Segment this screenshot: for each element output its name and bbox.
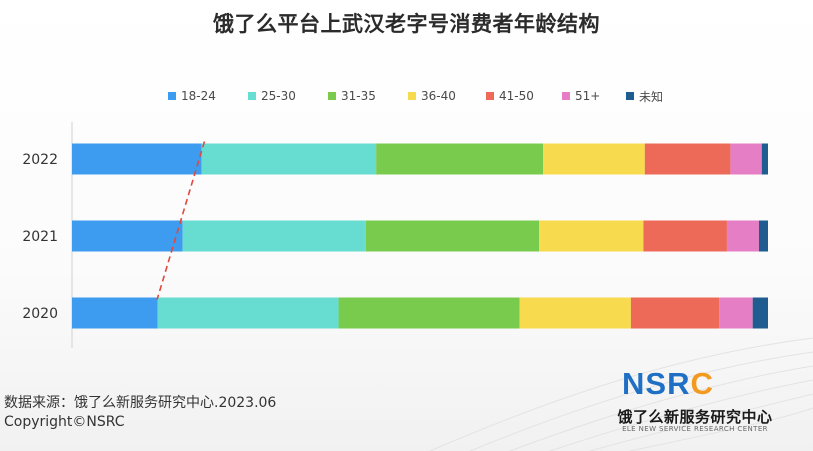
bar-segment-2022-41-50 xyxy=(644,143,731,175)
logo-chinese-name: 饿了么新服务研究中心 xyxy=(617,408,773,426)
legend-swatch xyxy=(248,92,256,100)
bar-segment-2021-25-30 xyxy=(182,220,366,252)
legend-swatch xyxy=(408,92,416,100)
logo-letter-s: S xyxy=(645,366,668,401)
bar-segment-2021-36-40 xyxy=(539,220,644,252)
bar-segment-2020-25-30 xyxy=(157,297,339,329)
y-tick-label-2020: 2020 xyxy=(22,306,58,322)
bar-segment-2022-25-30 xyxy=(201,143,377,175)
bar-segment-2021-51-plus xyxy=(726,220,759,252)
bar-segment-2020-31-35 xyxy=(338,297,520,329)
bar-segment-2022-31-35 xyxy=(376,143,544,175)
legend-label: 25-30 xyxy=(261,89,296,103)
legend-label: 36-40 xyxy=(421,89,456,103)
nsrc-logo-mark: NSRC xyxy=(622,366,714,402)
trend-line-18-24 xyxy=(156,141,206,300)
logo-letter-n: N xyxy=(622,366,646,401)
logo-letter-c: C xyxy=(690,366,714,401)
legend-label: 41-50 xyxy=(499,89,534,103)
y-tick-label-2022: 2022 xyxy=(22,152,58,168)
bar-segment-2021-未知 xyxy=(758,220,768,252)
legend-swatch xyxy=(168,92,176,100)
bar-segment-2021-41-50 xyxy=(643,220,727,252)
legend-item-36-40: 36-40 xyxy=(408,87,456,105)
logo-english-name: ELE NEW SERVICE RESEARCH CENTER xyxy=(622,425,768,433)
legend-label: 51+ xyxy=(575,89,601,103)
bar-segment-2022-36-40 xyxy=(543,143,645,175)
legend-label: 31-35 xyxy=(341,89,376,103)
bar-segment-2022-51-plus xyxy=(730,143,762,175)
legend-item-18-24: 18-24 xyxy=(168,87,216,105)
y-tick-label-2021: 2021 xyxy=(22,229,58,245)
legend-swatch xyxy=(562,92,570,100)
legend-item-31-35: 31-35 xyxy=(328,87,376,105)
logo-letter-r: R xyxy=(667,366,691,401)
legend-swatch xyxy=(328,92,336,100)
nsrc-logo: NSRC 饿了么新服务研究中心 ELE NEW SERVICE RESEARCH… xyxy=(600,366,790,438)
bar-segment-2020-36-40 xyxy=(519,297,631,329)
chart-title: 饿了么平台上武汉老字号消费者年龄结构 xyxy=(213,12,600,36)
legend-swatch xyxy=(626,92,634,100)
bar-segment-2021-31-35 xyxy=(365,220,540,252)
legend-swatch xyxy=(486,92,494,100)
data-source-note: 数据来源：饿了么新服务研究中心.2023.06 xyxy=(4,395,277,411)
legend-item-unknown: 未知 xyxy=(626,87,663,105)
bar-segment-2021-18-24 xyxy=(72,220,183,252)
bar-segment-2022-18-24 xyxy=(72,143,202,175)
bar-segment-2022-未知 xyxy=(761,143,768,175)
chart-legend: 18-24 25-30 31-35 36-40 41-50 51+ 未知 xyxy=(168,87,768,105)
copyright-note: Copyright©NSRC xyxy=(4,414,125,430)
legend-item-41-50: 41-50 xyxy=(486,87,534,105)
legend-item-51-plus: 51+ xyxy=(562,87,600,105)
legend-item-25-30: 25-30 xyxy=(248,87,296,105)
legend-label: 未知 xyxy=(639,89,664,104)
bar-segment-2020-18-24 xyxy=(72,297,158,329)
legend-label: 18-24 xyxy=(181,89,216,103)
bar-segment-2020-41-50 xyxy=(630,297,720,329)
bar-segment-2020-未知 xyxy=(752,297,768,329)
bar-segment-2020-51-plus xyxy=(719,297,753,329)
